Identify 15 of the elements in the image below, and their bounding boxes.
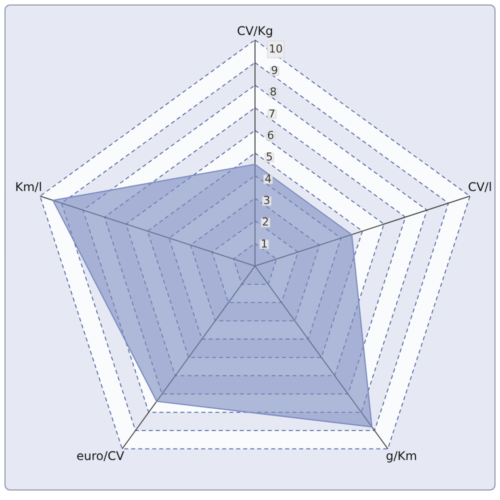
y-tick-label: 5 xyxy=(266,150,273,164)
spoke-label: g/Km xyxy=(386,448,418,463)
y-tick-label: 4 xyxy=(264,172,272,186)
spoke-label: CV/l xyxy=(468,180,492,194)
y-tick-label: 6 xyxy=(267,129,274,142)
y-tick-label: 9 xyxy=(271,64,278,78)
y-tick-label: 3 xyxy=(263,194,270,208)
y-tick-label: 8 xyxy=(270,86,277,99)
spoke-label: Km/l xyxy=(15,180,42,194)
y-tick-label: 10 xyxy=(268,42,283,56)
spoke-label: CV/Kg xyxy=(236,24,274,38)
y-tick-label: 2 xyxy=(262,216,269,229)
y-tick-label: 7 xyxy=(268,107,276,120)
spoke-label: euro/CV xyxy=(76,448,125,463)
y-tick-label: 1 xyxy=(260,237,268,250)
